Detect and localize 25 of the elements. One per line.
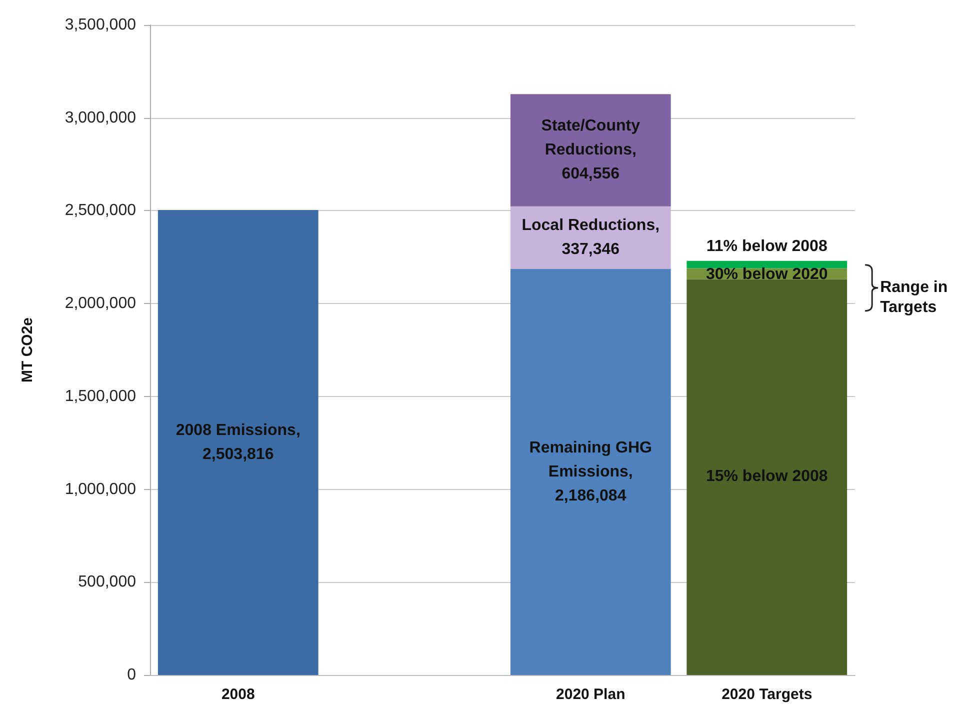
y-tick-label: 1,000,000 — [64, 480, 136, 498]
bar — [158, 210, 318, 675]
y-tick-label: 3,000,000 — [64, 109, 136, 126]
text: Range in Targets — [880, 278, 949, 318]
bar — [510, 269, 671, 675]
y-tick-label: 2,500,000 — [64, 202, 136, 220]
y-tick-label: 0 — [127, 666, 136, 684]
data-label: Remaining GHG Emissions, 2,186,084 — [529, 440, 652, 505]
y-tick-label: 3,500,000 — [64, 16, 136, 34]
y-tick-label: 1,500,000 — [64, 388, 136, 405]
y-tick-label: 2,000,000 — [64, 295, 136, 312]
data-label: 2008 Emissions, 2,503,816 — [176, 422, 300, 464]
bar — [686, 279, 848, 675]
x-tick-label: 2008 — [221, 686, 255, 703]
x-tick-label: 2020 Plan — [556, 686, 626, 703]
data-label: State/County Reductions, 604,556 — [541, 118, 640, 183]
data-label: Local Reductions, 337,346 — [522, 217, 660, 258]
y-axis-title: MT CO2e — [19, 317, 36, 383]
annotation: 15% below 2008 — [704, 467, 829, 488]
y-tick-label: 500,000 — [78, 574, 136, 591]
annotation: 30% below 2020 — [704, 265, 829, 286]
annotation: 11% below 2008 — [705, 236, 828, 257]
bar — [686, 260, 848, 268]
bar — [510, 94, 671, 206]
x-tick-label: 2020 Targets — [722, 686, 812, 703]
